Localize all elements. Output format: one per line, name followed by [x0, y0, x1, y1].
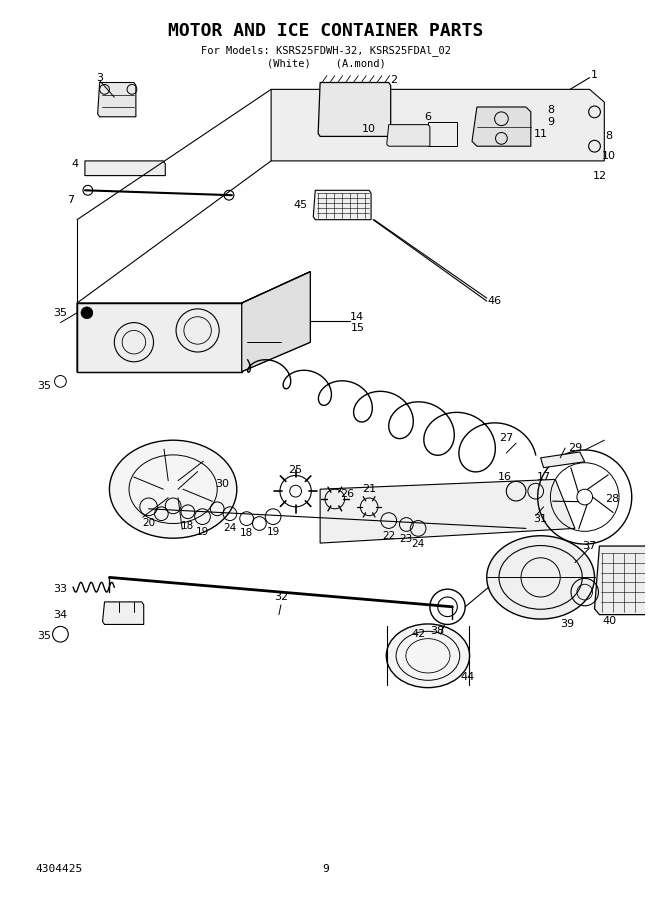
Text: 35: 35 — [53, 308, 67, 318]
Text: 44: 44 — [460, 672, 474, 682]
Text: 24: 24 — [411, 539, 424, 549]
Text: 19: 19 — [267, 527, 280, 537]
Text: 29: 29 — [568, 443, 582, 453]
Text: 42: 42 — [411, 629, 425, 639]
Polygon shape — [320, 480, 575, 543]
Polygon shape — [271, 89, 604, 161]
Polygon shape — [102, 602, 143, 625]
Text: 28: 28 — [605, 494, 619, 504]
Text: 35: 35 — [37, 631, 51, 641]
Text: 20: 20 — [142, 518, 155, 528]
Text: 8: 8 — [606, 131, 613, 141]
Text: 33: 33 — [53, 584, 67, 594]
Text: 12: 12 — [593, 171, 606, 181]
Text: 46: 46 — [488, 296, 501, 306]
Text: 8: 8 — [547, 105, 554, 115]
Text: 7: 7 — [67, 195, 74, 205]
Polygon shape — [472, 107, 531, 146]
Text: 2: 2 — [390, 75, 397, 85]
Text: 10: 10 — [362, 123, 376, 133]
Text: 9: 9 — [323, 864, 329, 875]
Text: 27: 27 — [499, 433, 513, 443]
Polygon shape — [541, 452, 585, 468]
Text: 17: 17 — [537, 472, 551, 482]
Text: 18: 18 — [181, 521, 194, 531]
Text: 37: 37 — [582, 541, 597, 551]
Circle shape — [81, 307, 93, 319]
Text: 18: 18 — [240, 528, 253, 538]
Text: 39: 39 — [560, 619, 574, 629]
Text: 38: 38 — [431, 626, 445, 636]
Polygon shape — [98, 83, 136, 117]
Text: 34: 34 — [53, 609, 68, 619]
Text: MOTOR AND ICE CONTAINER PARTS: MOTOR AND ICE CONTAINER PARTS — [168, 22, 484, 40]
Polygon shape — [242, 272, 310, 372]
Polygon shape — [595, 546, 652, 615]
Ellipse shape — [110, 440, 237, 538]
Text: 45: 45 — [293, 200, 308, 210]
Text: 14: 14 — [350, 311, 364, 321]
Text: 35: 35 — [37, 382, 51, 392]
Text: 16: 16 — [497, 472, 511, 482]
Text: 10: 10 — [602, 151, 616, 161]
Text: 1: 1 — [591, 69, 598, 80]
Polygon shape — [85, 161, 165, 176]
Polygon shape — [77, 272, 310, 372]
Text: 3: 3 — [96, 73, 103, 83]
Text: 23: 23 — [400, 535, 413, 544]
Ellipse shape — [386, 624, 469, 688]
Text: 19: 19 — [196, 527, 209, 537]
Text: 6: 6 — [424, 112, 432, 122]
Ellipse shape — [487, 536, 595, 619]
Text: 26: 26 — [340, 489, 355, 500]
Text: 31: 31 — [533, 514, 548, 524]
Bar — [428, 122, 457, 146]
Text: 25: 25 — [289, 464, 303, 474]
Text: 24: 24 — [224, 524, 237, 534]
Polygon shape — [387, 124, 430, 146]
Polygon shape — [313, 190, 371, 220]
Text: 4: 4 — [72, 158, 79, 169]
Text: 22: 22 — [382, 531, 395, 541]
Text: 4304425: 4304425 — [36, 864, 83, 875]
Text: 21: 21 — [362, 484, 376, 494]
Text: (White)    (A.mond): (White) (A.mond) — [267, 58, 385, 69]
Text: 32: 32 — [274, 592, 288, 602]
Polygon shape — [77, 303, 242, 372]
Text: 30: 30 — [215, 480, 229, 490]
Text: 15: 15 — [350, 323, 364, 334]
Text: 11: 11 — [533, 130, 548, 140]
Text: 40: 40 — [602, 616, 616, 626]
Text: 9: 9 — [547, 117, 554, 127]
Polygon shape — [318, 83, 391, 137]
Text: For Models: KSRS25FDWH-32, KSRS25FDAl_02: For Models: KSRS25FDWH-32, KSRS25FDAl_02 — [201, 45, 451, 56]
